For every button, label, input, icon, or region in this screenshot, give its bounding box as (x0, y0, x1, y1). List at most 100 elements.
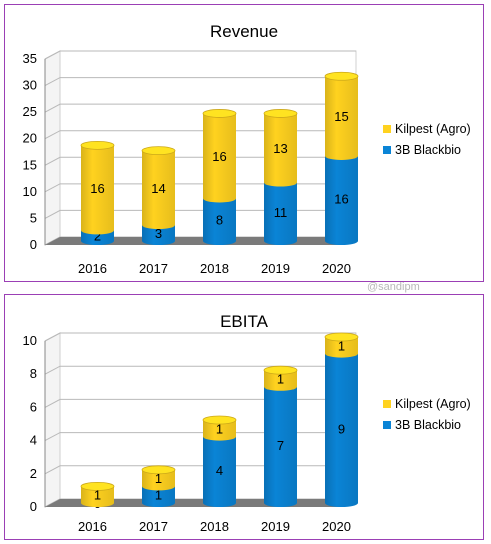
gridline (44, 103, 356, 113)
bar-segment (203, 436, 236, 507)
data-label: 15 (334, 109, 348, 124)
gridline (44, 465, 356, 475)
legend-label: Kilpest (Agro) (395, 397, 471, 411)
data-label: 4 (216, 463, 223, 478)
y-tick-label: 2 (30, 466, 37, 481)
watermark: @sandipm (367, 281, 420, 293)
gridline (44, 209, 356, 219)
data-label: 16 (334, 191, 348, 206)
bar-segment (264, 182, 297, 245)
gridline (44, 432, 356, 442)
data-label: 1 (338, 338, 345, 353)
bar-segment (325, 353, 358, 507)
x-tick-label: 2020 (322, 519, 351, 534)
x-tick-label: 2020 (322, 261, 351, 276)
bar-top-cap (202, 109, 237, 118)
y-tick-label: 0 (30, 499, 37, 514)
gridline (44, 156, 356, 166)
bar-segment (264, 386, 297, 507)
data-label: 14 (151, 181, 165, 196)
data-label: 1 (155, 488, 162, 503)
ebita-chart-panel: EBITA02468100120161120174120187120199120… (4, 294, 484, 540)
gridline (44, 130, 356, 140)
bar-top-cap (202, 415, 237, 425)
data-label: 7 (277, 438, 284, 453)
plot-area (44, 332, 357, 508)
x-tick-label: 2016 (78, 519, 107, 534)
bar-segment (80, 481, 115, 507)
y-tick-label: 25 (23, 104, 37, 119)
gridline (44, 183, 356, 193)
bar-segment (263, 109, 298, 187)
bar-segment (81, 230, 114, 245)
y-tick-label: 4 (30, 433, 37, 448)
y-tick-label: 20 (23, 131, 37, 146)
ebita-chart: EBITA02468100120161120174120187120199120… (23, 312, 471, 534)
y-tick-label: 35 (23, 51, 37, 66)
bar-segment (325, 155, 358, 245)
legend-label: 3B Blackbio (395, 143, 461, 157)
x-tick-label: 2019 (261, 519, 290, 534)
bar-top-cap (80, 140, 115, 150)
data-label: 16 (90, 181, 104, 196)
data-label: 2 (94, 229, 101, 244)
bar-segment (324, 332, 359, 358)
bar-top-cap (324, 332, 359, 342)
legend-swatch (383, 400, 391, 408)
x-tick-label: 2018 (200, 261, 229, 276)
revenue-chart-panel: Revenue 0 5 10 15 20 25 30 35 2 16 2016 3 14 2017 8 16 20… (4, 4, 484, 282)
bar-segment (203, 198, 236, 245)
bar-top-cap (324, 71, 359, 81)
data-label: 1 (155, 471, 162, 486)
legend-swatch (383, 421, 391, 429)
x-tick-label: 2017 (139, 519, 168, 534)
gridline (44, 77, 356, 87)
data-label: 1 (277, 372, 284, 387)
data-label: 3 (155, 226, 162, 241)
legend-label: Kilpest (Agro) (395, 122, 471, 136)
x-tick-label: 2019 (261, 261, 290, 276)
data-label: 8 (216, 213, 223, 228)
bar-top-cap (263, 109, 298, 118)
bar-top-cap (141, 146, 176, 156)
gridline (44, 332, 356, 342)
bar-segment (202, 415, 237, 441)
bar-segment (142, 225, 175, 245)
y-tick-label: 15 (23, 157, 37, 172)
bar-segment (141, 465, 176, 491)
x-tick-label: 2016 (78, 261, 107, 276)
data-label: 1 (94, 488, 101, 503)
gridline (44, 365, 356, 375)
y-tick-label: 6 (30, 399, 37, 414)
data-label: 11 (274, 205, 288, 220)
y-tick-label: 0 (30, 237, 37, 252)
revenue-chart: Revenue 0 5 10 15 20 25 30 35 2 16 2016 3 14 2017 8 16 20… (23, 22, 471, 276)
x-tick-label: 2017 (139, 261, 168, 276)
y-tick-label: 10 (23, 184, 37, 199)
data-label: 9 (338, 421, 345, 436)
bar-segment (141, 146, 176, 230)
y-tick-label: 10 (23, 333, 37, 348)
gridline (44, 50, 356, 60)
bar-top-cap (263, 365, 298, 375)
bar-segment (263, 365, 298, 391)
data-label: 16 (212, 149, 226, 164)
y-tick-label: 30 (23, 78, 37, 93)
y-tick-label: 8 (30, 366, 37, 381)
bar-segment (80, 140, 115, 235)
bar-segment (142, 486, 175, 507)
gridline (44, 398, 356, 408)
chart-title: Revenue (210, 22, 278, 41)
y-tick-label: 5 (30, 210, 37, 225)
x-tick-label: 2018 (200, 519, 229, 534)
bar-top-cap (80, 481, 115, 491)
bar-segment (202, 109, 237, 203)
legend-label: 3B Blackbio (395, 418, 461, 432)
bar-segment (324, 71, 359, 160)
chart-title: EBITA (220, 312, 269, 331)
legend-swatch (383, 125, 391, 133)
legend-swatch (383, 146, 391, 154)
data-label: 1 (216, 421, 223, 436)
data-label: 13 (273, 141, 287, 156)
bar-top-cap (141, 465, 176, 475)
